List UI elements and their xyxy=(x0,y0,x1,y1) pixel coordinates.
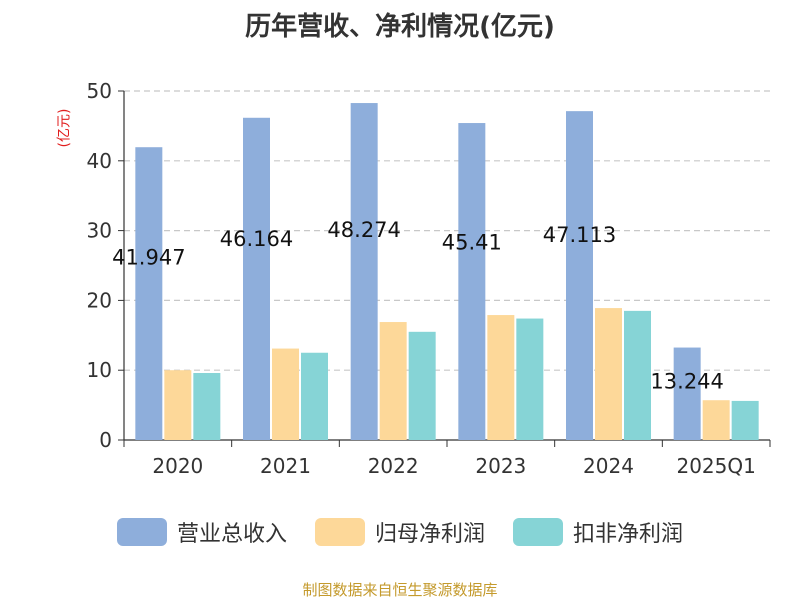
legend: 营业总收入 归母净利润 扣非净利润 xyxy=(0,516,800,548)
data-label-revenue: 47.113 xyxy=(543,223,616,247)
x-tick-label: 2020 xyxy=(152,454,203,478)
bar-revenue xyxy=(673,347,701,440)
data-label-revenue: 48.274 xyxy=(327,218,400,242)
bar-deducted-net-profit xyxy=(408,331,436,440)
data-label-revenue: 45.41 xyxy=(442,230,502,254)
bar-net-profit xyxy=(487,315,515,440)
y-tick-label: 10 xyxy=(87,358,112,382)
y-tick-label: 0 xyxy=(99,428,112,452)
bar-revenue xyxy=(135,147,163,440)
bar-revenue xyxy=(458,123,486,440)
bar-net-profit xyxy=(702,400,730,440)
legend-swatch-deducted-net-profit xyxy=(513,518,563,546)
x-tick-label: 2024 xyxy=(583,454,634,478)
bar-deducted-net-profit xyxy=(624,310,651,440)
bar-deducted-net-profit xyxy=(516,318,544,440)
x-tick-label: 2022 xyxy=(368,454,419,478)
legend-label-net-profit: 归母净利润 xyxy=(374,522,485,547)
bar-revenue xyxy=(243,117,270,441)
legend-label-deducted-net-profit: 扣非净利润 xyxy=(573,522,684,547)
bar-revenue xyxy=(350,103,378,440)
bar-net-profit xyxy=(164,370,192,440)
y-tick-label: 50 xyxy=(87,79,112,103)
x-tick-label: 2023 xyxy=(475,454,526,478)
bar-deducted-net-profit xyxy=(193,372,221,440)
bar-deducted-net-profit xyxy=(731,400,759,440)
data-label-revenue: 41.947 xyxy=(112,245,185,269)
x-tick-label: 2021 xyxy=(260,454,311,478)
legend-label-revenue: 营业总收入 xyxy=(176,522,287,547)
y-tick-label: 30 xyxy=(87,219,112,243)
bar-net-profit xyxy=(595,308,622,440)
legend-item-net-profit[interactable]: 归母净利润 xyxy=(314,516,485,548)
data-label-revenue: 13.244 xyxy=(650,370,723,394)
x-tick-label: 2025Q1 xyxy=(676,454,755,478)
bar-net-profit xyxy=(272,348,299,440)
legend-swatch-revenue xyxy=(116,518,167,546)
data-label-revenue: 46.164 xyxy=(220,227,293,251)
legend-swatch-net-profit xyxy=(314,518,365,546)
bar-net-profit xyxy=(379,322,407,440)
bar-revenue xyxy=(566,111,593,441)
chart-title: 历年营收、净利情况(亿元) xyxy=(245,12,555,42)
data-source-note: 制图数据来自恒生聚源数据库 xyxy=(302,581,498,599)
legend-item-revenue[interactable]: 营业总收入 xyxy=(116,516,287,548)
legend-item-deducted-net-profit[interactable]: 扣非净利润 xyxy=(513,516,683,548)
y-tick-label: 40 xyxy=(87,149,112,173)
bar-deducted-net-profit xyxy=(301,352,328,440)
y-tick-label: 20 xyxy=(87,288,112,312)
